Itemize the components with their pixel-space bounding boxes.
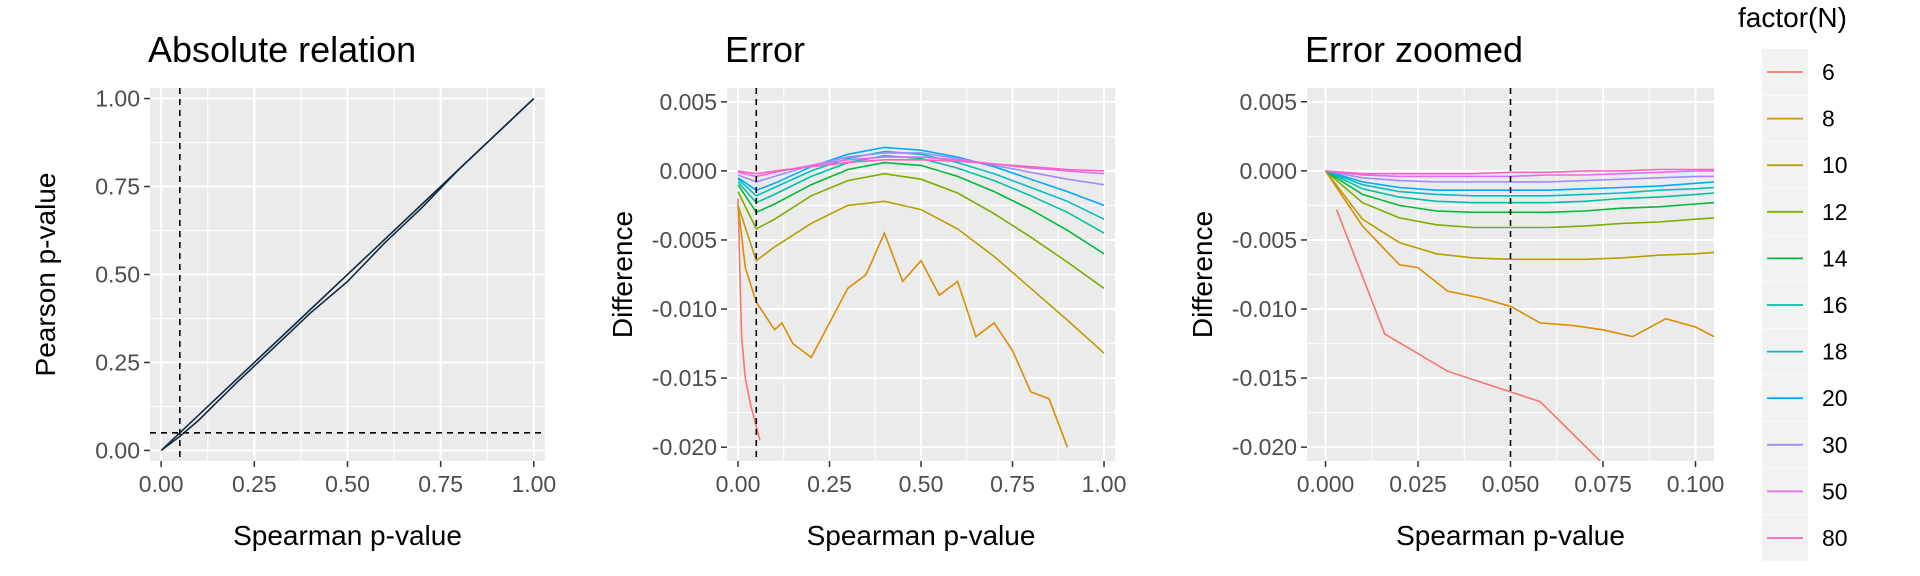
x-tick-label: 0.025: [1389, 471, 1447, 497]
series-line-12: [737, 172, 1105, 289]
y-tick-label: -0.020: [652, 434, 717, 460]
series-line-12: [1324, 170, 1714, 229]
series-line-50: [737, 156, 1105, 178]
x-axis-label: Spearman p-value: [807, 520, 1036, 551]
series-line-20: [737, 146, 1105, 207]
x-tick-label: 0.25: [232, 471, 277, 497]
y-tick-label: 0.50: [95, 262, 140, 288]
series-line-80: [1325, 168, 1714, 175]
series-line-50: [1325, 170, 1714, 178]
series-line-30: [737, 152, 1105, 186]
panel-title: Error zoomed: [1305, 29, 1523, 70]
x-tick-label: 0.25: [807, 471, 852, 497]
series-line-10: [1324, 170, 1714, 261]
series-line-30: [1325, 170, 1714, 183]
series-line-80: [737, 159, 1105, 175]
x-tick-label: 0.75: [990, 471, 1035, 497]
legend: factor(N) 6 8 10 12 14 16 18 20 30 50 80: [1738, 2, 1848, 561]
x-axis-label: Spearman p-value: [233, 520, 462, 551]
legend-label: 14: [1822, 245, 1848, 271]
legend-label: 10: [1822, 152, 1848, 178]
y-tick-label: -0.005: [652, 227, 717, 253]
y-tick-label: 0.005: [1239, 89, 1297, 115]
y-tick-label: 0.75: [95, 174, 140, 200]
legend-label: 80: [1822, 525, 1848, 551]
series-line-20: [1325, 170, 1714, 191]
legend-label: 30: [1822, 432, 1848, 458]
x-tick-label: 0.00: [716, 471, 761, 497]
chart-panel-1: 0.00 0.25 0.50 0.75 1.00 0.00 0.25 0.50 0.75 1.00…: [30, 29, 556, 551]
legend-label: 18: [1822, 339, 1848, 365]
x-axis-label: Spearman p-value: [1396, 520, 1625, 551]
x-tick-label: 0.50: [899, 471, 944, 497]
y-tick-label: 1.00: [95, 86, 140, 112]
series-line-18: [1325, 170, 1714, 197]
series-line-80: [160, 98, 535, 451]
y-tick-label: 0.25: [95, 349, 140, 375]
series-line-6: [1335, 209, 1602, 461]
y-tick-label: -0.010: [1232, 296, 1297, 322]
x-tick-label: 0.50: [325, 471, 370, 497]
legend-label: 6: [1822, 59, 1835, 85]
x-tick-label: 1.00: [511, 471, 556, 497]
series-group: [1324, 168, 1714, 461]
legend-label: 16: [1822, 292, 1848, 318]
chart-panel-2: 0.00 0.25 0.50 0.75 1.00 0.005 0.000 -0.005 -0.0…: [607, 29, 1126, 551]
y-tick-label: -0.005: [1232, 227, 1297, 253]
y-axis-label: Difference: [607, 211, 638, 338]
y-tick-label: -0.015: [652, 365, 717, 391]
x-tick-label: 0.100: [1667, 471, 1725, 497]
x-tick-label: 0.000: [1297, 471, 1355, 497]
series-line-10: [737, 200, 1105, 354]
y-tick-label: -0.020: [1232, 434, 1297, 460]
x-tick-label: 0.75: [418, 471, 463, 497]
legend-title: factor(N): [1738, 2, 1847, 33]
y-axis-label: Pearson p-value: [30, 173, 61, 377]
x-tick-label: 0.075: [1574, 471, 1632, 497]
legend-label: 20: [1822, 385, 1848, 411]
y-tick-label: 0.005: [659, 89, 717, 115]
series-line-8: [737, 205, 1069, 448]
series-line-14: [737, 161, 1105, 255]
y-axis-label: Difference: [1187, 211, 1218, 338]
y-tick-label: -0.010: [652, 296, 717, 322]
legend-label: 8: [1822, 106, 1835, 132]
legend-label: 12: [1822, 199, 1848, 225]
x-tick-label: 0.00: [139, 471, 184, 497]
x-tick-label: 0.050: [1482, 471, 1540, 497]
y-tick-label: -0.015: [1232, 365, 1297, 391]
y-tick-label: 0.00: [95, 437, 140, 463]
series-group: [737, 146, 1105, 448]
y-tick-label: 0.000: [659, 158, 717, 184]
panel-title: Error: [725, 29, 805, 70]
legend-label: 50: [1822, 478, 1848, 504]
chart-panel-3: 0.000 0.025 0.050 0.075 0.100 0.005 0.000 -0.00…: [1187, 29, 1724, 551]
series-line-16: [1325, 170, 1714, 204]
series-line-6: [737, 198, 761, 441]
series-group: [160, 98, 535, 452]
series-line-8: [1324, 170, 1714, 338]
series-line-14: [1325, 170, 1714, 214]
panel-title: Absolute relation: [148, 29, 416, 70]
x-tick-label: 1.00: [1082, 471, 1127, 497]
y-tick-label: 0.000: [1239, 158, 1297, 184]
